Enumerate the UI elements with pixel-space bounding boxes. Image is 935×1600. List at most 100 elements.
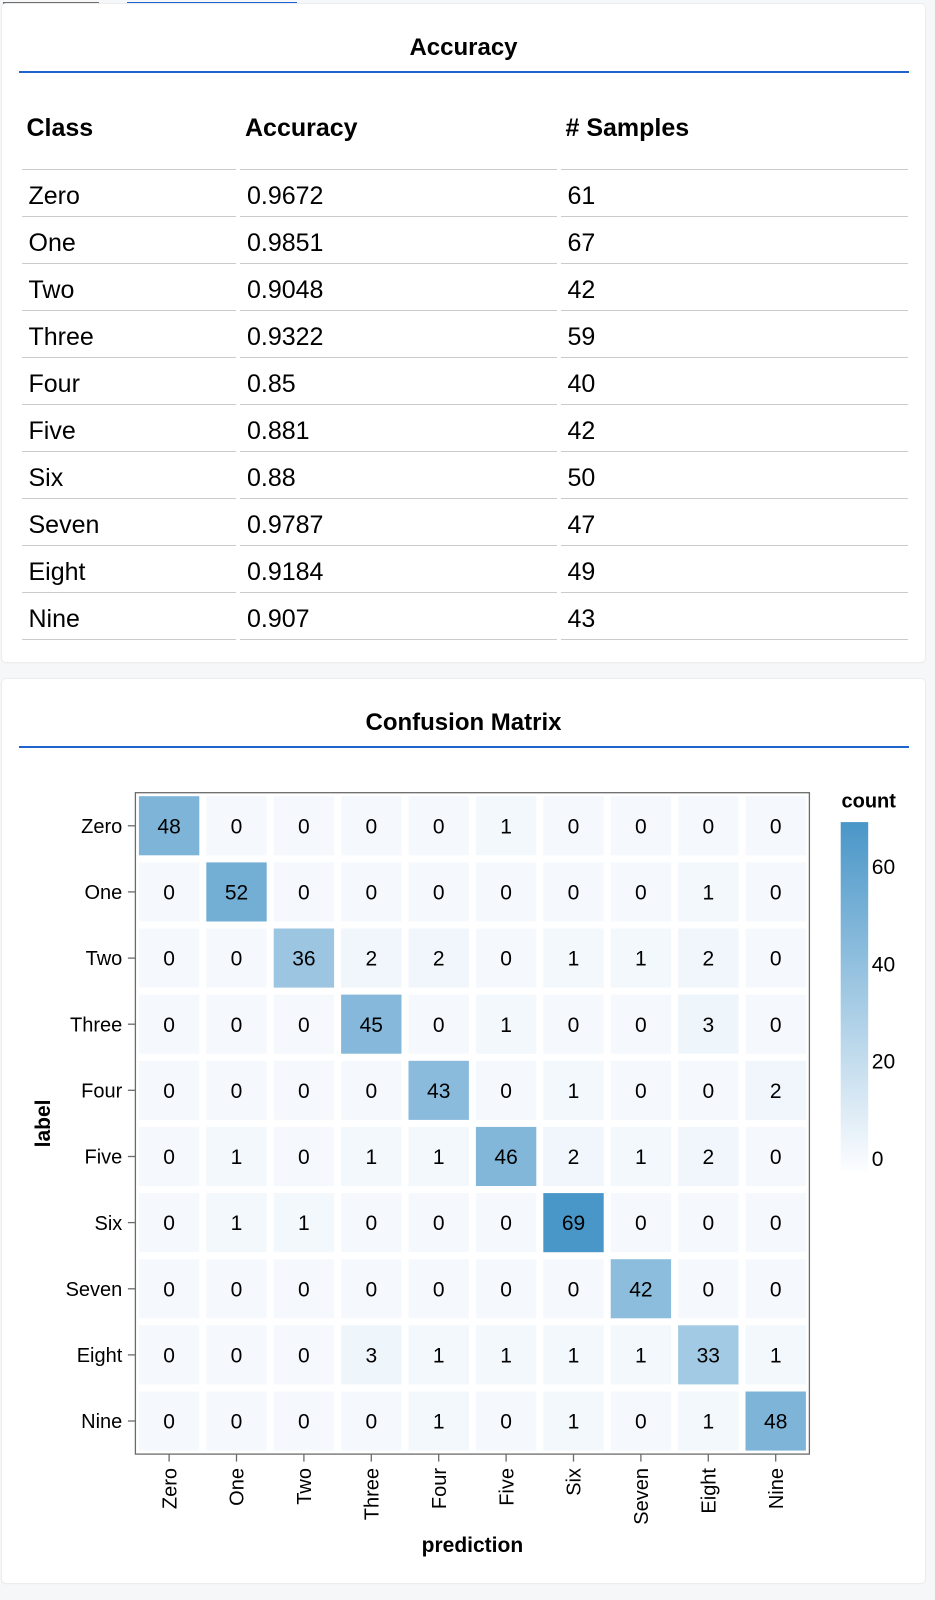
svg-text:0: 0 — [500, 1080, 512, 1103]
svg-text:Seven: Seven — [66, 1279, 123, 1301]
svg-text:Seven: Seven — [631, 1468, 653, 1525]
svg-text:1: 1 — [433, 1345, 445, 1368]
svg-text:1: 1 — [635, 1345, 647, 1368]
svg-text:0: 0 — [433, 1014, 445, 1037]
svg-text:1: 1 — [500, 1345, 512, 1368]
svg-text:0: 0 — [568, 815, 580, 838]
svg-text:0: 0 — [770, 1212, 782, 1235]
svg-text:label: label — [32, 1099, 55, 1147]
svg-text:33: 33 — [697, 1345, 720, 1368]
svg-text:0: 0 — [231, 1014, 243, 1037]
svg-text:0: 0 — [702, 815, 714, 838]
svg-text:1: 1 — [500, 815, 512, 838]
svg-text:0: 0 — [568, 1278, 580, 1301]
svg-text:0: 0 — [500, 948, 512, 971]
svg-text:0: 0 — [231, 1278, 243, 1301]
svg-text:0: 0 — [298, 815, 310, 838]
svg-text:0: 0 — [500, 882, 512, 905]
svg-text:0: 0 — [163, 948, 175, 971]
svg-text:0: 0 — [365, 882, 377, 905]
svg-text:0: 0 — [231, 1080, 243, 1103]
svg-text:0: 0 — [568, 1014, 580, 1037]
svg-text:36: 36 — [292, 948, 315, 971]
svg-text:48: 48 — [157, 815, 180, 838]
svg-text:45: 45 — [360, 1014, 383, 1037]
svg-text:One: One — [227, 1468, 249, 1506]
svg-text:Four: Four — [81, 1081, 122, 1103]
svg-text:count: count — [842, 791, 897, 813]
svg-text:0: 0 — [568, 882, 580, 905]
svg-text:20: 20 — [872, 1051, 895, 1074]
svg-text:0: 0 — [298, 1278, 310, 1301]
svg-text:1: 1 — [568, 1080, 580, 1103]
svg-text:42: 42 — [629, 1278, 652, 1301]
svg-text:0: 0 — [163, 1080, 175, 1103]
svg-text:0: 0 — [433, 882, 445, 905]
svg-text:0: 0 — [500, 1411, 512, 1434]
svg-text:0: 0 — [365, 1212, 377, 1235]
svg-text:69: 69 — [562, 1212, 585, 1235]
svg-text:1: 1 — [702, 882, 714, 905]
svg-text:0: 0 — [770, 948, 782, 971]
svg-text:0: 0 — [635, 1080, 647, 1103]
svg-text:0: 0 — [231, 948, 243, 971]
svg-text:2: 2 — [770, 1080, 782, 1103]
svg-text:1: 1 — [298, 1212, 310, 1235]
svg-text:0: 0 — [298, 1014, 310, 1037]
svg-text:0: 0 — [163, 1014, 175, 1037]
svg-text:3: 3 — [365, 1345, 377, 1368]
svg-text:Nine: Nine — [766, 1468, 788, 1509]
svg-text:0: 0 — [298, 882, 310, 905]
svg-text:Three: Three — [70, 1014, 122, 1036]
svg-text:0: 0 — [635, 1212, 647, 1235]
svg-text:0: 0 — [500, 1212, 512, 1235]
svg-text:0: 0 — [770, 815, 782, 838]
svg-text:0: 0 — [770, 1146, 782, 1169]
svg-text:Two: Two — [294, 1468, 316, 1505]
svg-text:0: 0 — [298, 1345, 310, 1368]
svg-text:Five: Five — [496, 1468, 518, 1506]
svg-text:0: 0 — [433, 1278, 445, 1301]
svg-text:0: 0 — [770, 882, 782, 905]
svg-text:1: 1 — [365, 1146, 377, 1169]
svg-text:0: 0 — [433, 815, 445, 838]
svg-text:0: 0 — [872, 1148, 884, 1171]
svg-text:0: 0 — [231, 815, 243, 838]
svg-text:0: 0 — [231, 1411, 243, 1434]
svg-text:52: 52 — [225, 882, 248, 905]
svg-text:0: 0 — [365, 1411, 377, 1434]
svg-text:1: 1 — [635, 948, 647, 971]
svg-text:0: 0 — [702, 1080, 714, 1103]
svg-text:Six: Six — [564, 1468, 586, 1496]
svg-text:0: 0 — [163, 882, 175, 905]
svg-text:46: 46 — [494, 1146, 517, 1169]
svg-text:Zero: Zero — [159, 1468, 181, 1509]
svg-text:0: 0 — [298, 1080, 310, 1103]
svg-text:Three: Three — [362, 1468, 384, 1520]
svg-text:2: 2 — [702, 948, 714, 971]
svg-text:2: 2 — [568, 1146, 580, 1169]
svg-text:0: 0 — [702, 1278, 714, 1301]
svg-text:3: 3 — [702, 1014, 714, 1037]
svg-text:1: 1 — [433, 1146, 445, 1169]
svg-text:0: 0 — [365, 1278, 377, 1301]
svg-text:48: 48 — [764, 1411, 787, 1434]
svg-text:Eight: Eight — [77, 1345, 123, 1367]
svg-text:40: 40 — [872, 953, 895, 976]
svg-text:0: 0 — [298, 1411, 310, 1434]
svg-text:0: 0 — [163, 1212, 175, 1235]
svg-text:60: 60 — [872, 856, 895, 879]
svg-text:Two: Two — [86, 948, 123, 970]
svg-text:0: 0 — [635, 1411, 647, 1434]
svg-text:Six: Six — [95, 1213, 123, 1235]
svg-text:2: 2 — [433, 948, 445, 971]
svg-text:0: 0 — [770, 1278, 782, 1301]
svg-text:Nine: Nine — [81, 1411, 122, 1433]
svg-text:0: 0 — [702, 1212, 714, 1235]
svg-text:0: 0 — [635, 882, 647, 905]
svg-text:1: 1 — [568, 1345, 580, 1368]
svg-text:1: 1 — [500, 1014, 512, 1037]
svg-text:0: 0 — [163, 1411, 175, 1434]
svg-text:1: 1 — [568, 948, 580, 971]
svg-text:1: 1 — [635, 1146, 647, 1169]
